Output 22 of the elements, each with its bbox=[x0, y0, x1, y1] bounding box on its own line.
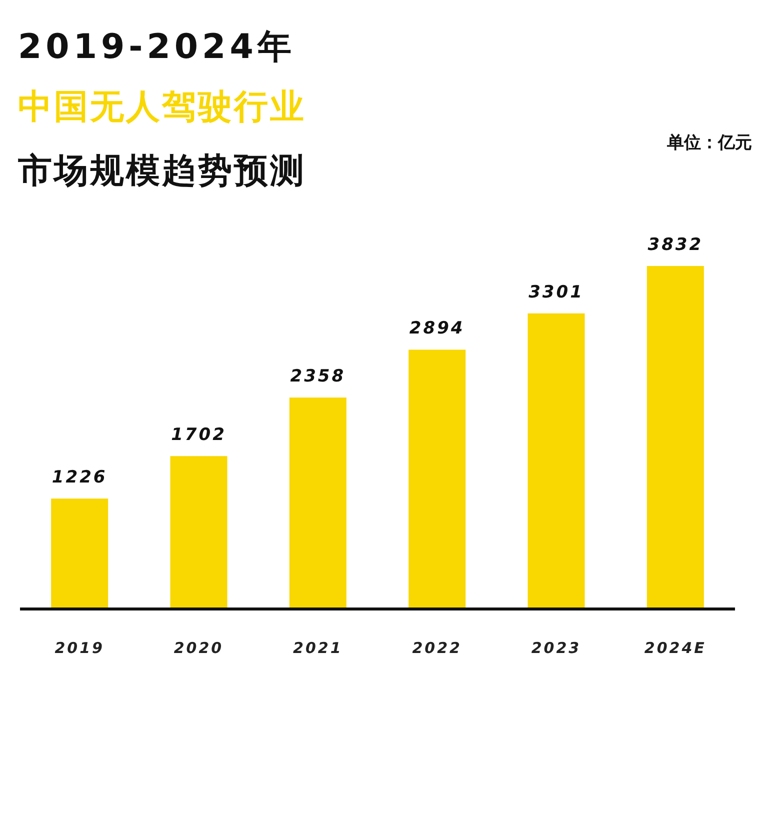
data-label: 3301 bbox=[528, 282, 584, 302]
chart-title: 2019-2024年 bbox=[18, 27, 296, 67]
data-label: 1226 bbox=[52, 468, 108, 488]
x-tick-label: 2023 bbox=[531, 639, 582, 657]
bar bbox=[408, 350, 466, 608]
text: 市场规模趋势预测 bbox=[17, 151, 306, 191]
x-tick-label: 2019 bbox=[54, 639, 104, 657]
bar bbox=[51, 498, 108, 608]
x-tick-label: 2022 bbox=[412, 639, 462, 657]
text: 单位：亿元 bbox=[666, 133, 752, 153]
data-label: 2894 bbox=[409, 318, 465, 339]
x-tick-label: 2021 bbox=[293, 639, 343, 657]
bar bbox=[170, 456, 228, 608]
bar bbox=[646, 266, 704, 608]
bar bbox=[528, 313, 585, 608]
chart-subtitle: 中国无人驾驶行业 bbox=[18, 87, 306, 127]
x-tick-label: 2020 bbox=[174, 639, 224, 657]
data-label: 2358 bbox=[290, 366, 346, 387]
data-label: 3832 bbox=[648, 235, 704, 255]
bar bbox=[289, 398, 346, 608]
data-label: 1702 bbox=[171, 425, 226, 446]
x-tick-label: 2024E bbox=[644, 639, 706, 657]
